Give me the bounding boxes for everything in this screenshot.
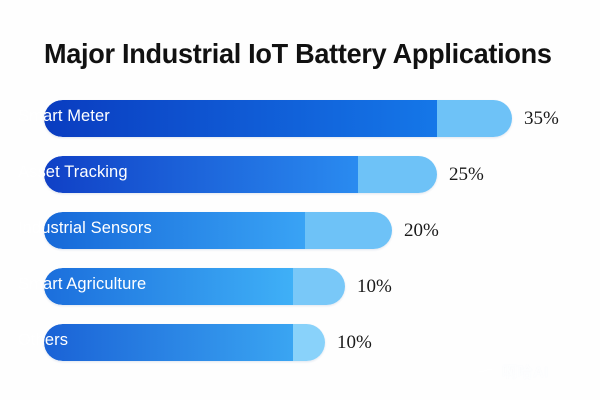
bar-track xyxy=(44,212,392,249)
bar-fill xyxy=(44,156,358,193)
bar-row[interactable]: Others 10% xyxy=(0,322,600,378)
bar-value-label: 20% xyxy=(404,220,439,241)
bar-row[interactable]: Industrial Sensors 20% xyxy=(0,210,600,266)
bar-extension xyxy=(305,212,392,249)
bar-value-label: 10% xyxy=(357,276,392,297)
bar-track xyxy=(44,268,345,305)
bar-extension xyxy=(293,324,325,361)
bar-track xyxy=(44,100,512,137)
bar-row[interactable]: Smart Meter 35% xyxy=(0,98,600,154)
bar-category-label: Industrial Sensors xyxy=(18,219,152,237)
bar-extension xyxy=(293,268,345,305)
bar-extension xyxy=(437,100,512,137)
bar-fill xyxy=(44,212,305,249)
bar-value-label: 25% xyxy=(449,164,484,185)
bar-category-label: Smart Agriculture xyxy=(18,275,147,293)
bar-fill xyxy=(44,324,293,361)
bar-fill xyxy=(44,268,293,305)
chart-title: Major Industrial IoT Battery Application… xyxy=(44,38,552,69)
bar-row[interactable]: Asset Tracking 25% xyxy=(0,154,600,210)
bar-category-label: Others xyxy=(18,331,69,349)
bar-track xyxy=(44,324,325,361)
bar-value-label: 35% xyxy=(524,108,559,129)
bar-list: Smart Meter 35% Asset Tracking 25% Indus… xyxy=(0,98,600,378)
bar-row[interactable]: Smart Agriculture 10% xyxy=(0,266,600,322)
bar-fill xyxy=(44,100,437,137)
bar-extension xyxy=(358,156,437,193)
bar-track xyxy=(44,156,437,193)
bar-value-label: 10% xyxy=(337,332,372,353)
bar-category-label: Asset Tracking xyxy=(18,163,128,181)
bar-category-label: Smart Meter xyxy=(18,107,110,125)
